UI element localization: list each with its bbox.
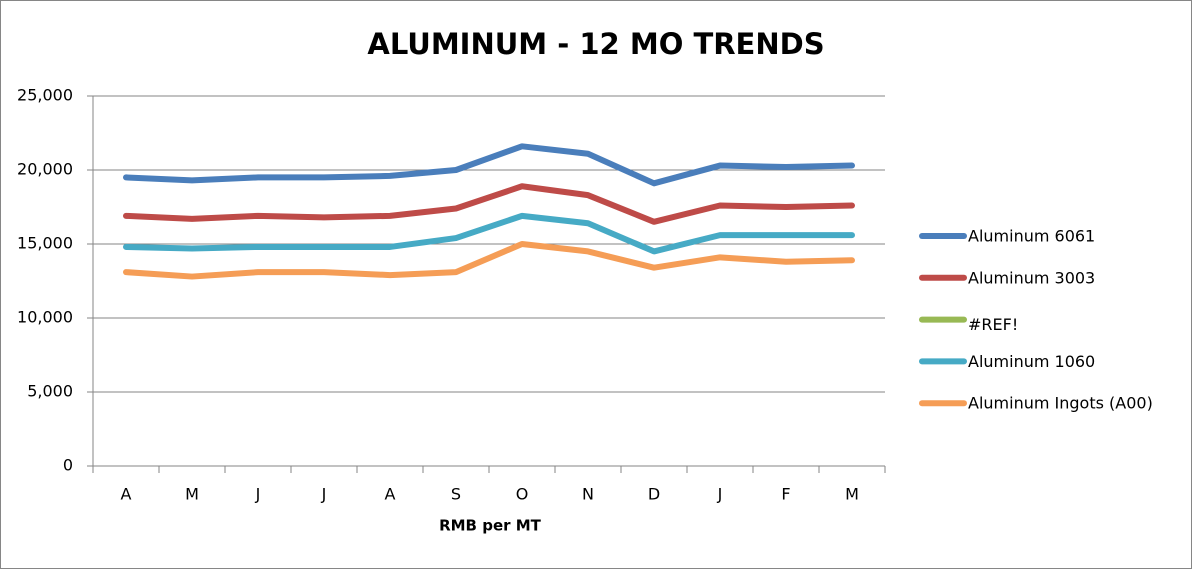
x-tick-label: J [321,485,327,504]
x-tick-label: M [185,485,199,504]
x-tick-label: J [255,485,261,504]
x-tick-label: J [717,485,723,504]
x-tick-label: A [385,485,396,504]
chart-title: ALUMINUM - 12 MO TRENDS [367,27,824,61]
y-tick-label: 20,000 [17,160,73,179]
legend-label: Aluminum 3003 [968,268,1095,287]
x-tick-label: F [781,485,790,504]
x-tick-label: N [582,485,594,504]
x-tick-label: A [121,485,132,504]
series-line [123,183,855,225]
legend-label: Aluminum 1060 [968,352,1095,371]
x-axis-label: RMB per MT [439,517,542,535]
series-line [123,143,855,187]
y-tick-label: 25,000 [17,86,73,105]
x-tick-label: S [451,485,461,504]
y-tick-label: 5,000 [27,382,73,401]
y-tick-label: 10,000 [17,308,73,327]
legend-label: Aluminum 6061 [968,227,1095,246]
x-tick-label: M [845,485,859,504]
x-tick-label: O [516,485,529,504]
series-line [123,241,855,280]
y-tick-label: 15,000 [17,234,73,253]
y-tick-label: 0 [63,456,73,475]
legend-label: #REF! [968,315,1018,334]
series-line [123,212,855,255]
legend-label: Aluminum Ingots (A00) [968,394,1153,413]
x-tick-label: D [648,485,660,504]
